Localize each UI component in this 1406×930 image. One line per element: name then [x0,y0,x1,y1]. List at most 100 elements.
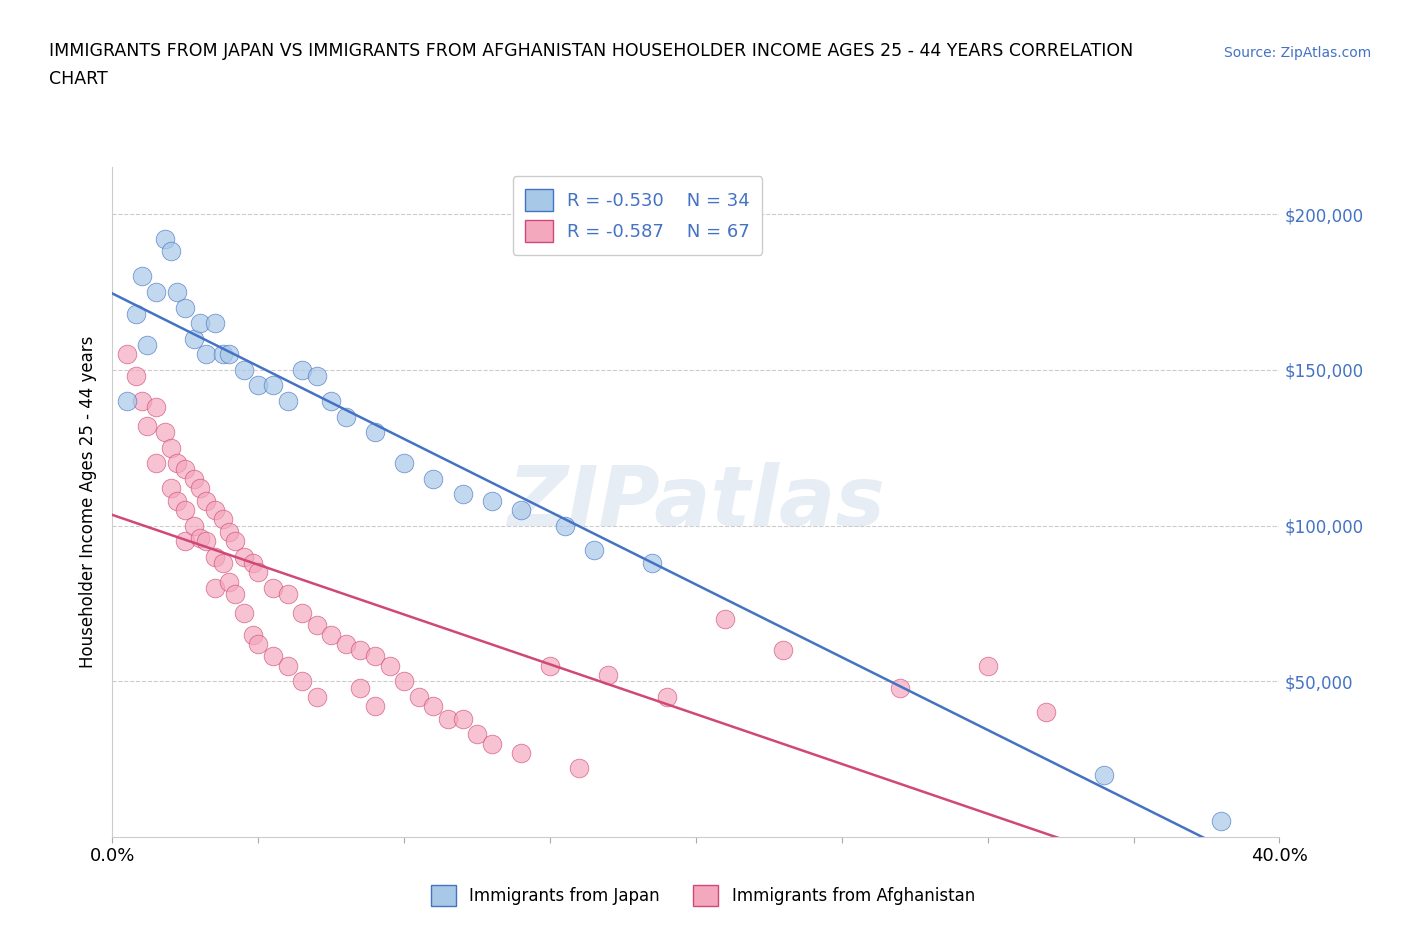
Point [714,612,737,627]
Point [145,456,167,471]
Point [204,580,226,595]
Point [160,440,183,455]
Point [598,668,620,683]
Point [321,393,343,408]
Point [174,300,197,315]
Point [136,418,159,433]
Point [174,462,197,477]
Point [194,347,217,362]
Y-axis label: Householder Income Ages 25 - 44 years: Householder Income Ages 25 - 44 years [79,336,97,669]
Point [247,378,270,392]
Point [408,689,430,704]
Point [335,636,357,651]
Point [115,347,138,362]
Point [481,493,503,508]
Point [481,737,503,751]
Point [174,534,197,549]
Point [224,587,246,602]
Point [291,605,314,620]
Point [183,472,205,486]
Point [422,472,444,486]
Point [262,649,284,664]
Point [136,338,159,352]
Point [392,674,416,689]
Point [641,555,664,570]
Point [276,658,298,673]
Point [247,636,270,651]
Point [772,643,794,658]
Point [1035,705,1057,720]
Point [655,689,678,704]
Point [349,680,371,695]
Point [153,425,176,440]
Point [364,649,387,664]
Point [538,658,561,673]
Point [212,512,235,526]
Point [451,711,474,726]
Point [183,518,205,533]
Point [378,658,401,673]
Point [115,393,138,408]
Point [1092,767,1115,782]
Point [188,315,211,330]
Point [568,761,591,776]
Point [262,378,284,392]
Point [1209,814,1232,829]
Point [364,425,387,440]
Point [335,409,357,424]
Point [242,555,264,570]
Point [188,531,211,546]
Point [204,315,226,330]
Text: CHART: CHART [49,70,108,87]
Point [582,543,605,558]
Point [976,658,998,673]
Point [145,400,167,415]
Point [364,698,387,713]
Point [305,368,328,383]
Point [262,580,284,595]
Point [174,502,197,517]
Point [160,481,183,496]
Point [166,285,188,299]
Point [392,456,416,471]
Point [125,306,148,321]
Point [305,618,328,632]
Legend: R = -0.530    N = 34, R = -0.587    N = 67: R = -0.530 N = 34, R = -0.587 N = 67 [513,177,762,255]
Point [437,711,460,726]
Legend: Immigrants from Japan, Immigrants from Afghanistan: Immigrants from Japan, Immigrants from A… [425,879,981,912]
Point [183,331,205,346]
Point [166,493,188,508]
Point [889,680,911,695]
Point [465,726,488,741]
Point [291,674,314,689]
Point [160,244,183,259]
Point [349,643,371,658]
Point [232,605,254,620]
Point [305,689,328,704]
Point [291,363,314,378]
Point [166,456,188,471]
Point [218,574,240,589]
Point [194,493,217,508]
Point [224,534,246,549]
Point [276,393,298,408]
Point [125,368,148,383]
Point [204,502,226,517]
Point [321,627,343,642]
Text: IMMIGRANTS FROM JAPAN VS IMMIGRANTS FROM AFGHANISTAN HOUSEHOLDER INCOME AGES 25 : IMMIGRANTS FROM JAPAN VS IMMIGRANTS FROM… [49,42,1133,60]
Point [145,285,167,299]
Point [188,481,211,496]
Point [212,347,235,362]
Point [232,550,254,565]
Point [509,502,531,517]
Point [153,232,176,246]
Point [218,347,240,362]
Point [131,393,153,408]
Point [509,746,531,761]
Point [232,363,254,378]
Point [247,565,270,579]
Point [276,587,298,602]
Point [194,534,217,549]
Text: Source: ZipAtlas.com: Source: ZipAtlas.com [1223,46,1371,60]
Point [131,269,153,284]
